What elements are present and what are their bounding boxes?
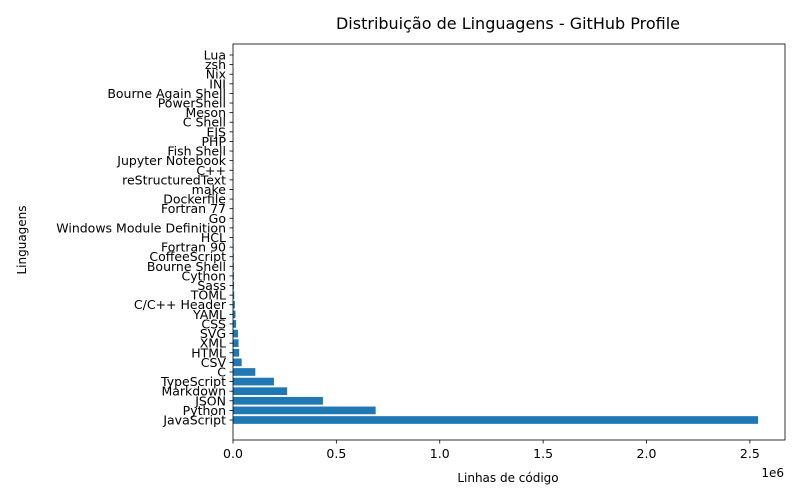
- y-tick-label: C: [217, 364, 226, 379]
- y-tick-label: PHP: [202, 134, 227, 149]
- bars-group: [233, 51, 759, 424]
- y-tick-label: Fish Shell: [167, 144, 226, 159]
- y-tick-label: C Shell: [183, 115, 226, 130]
- y-axis-label: Linguagens: [15, 205, 29, 274]
- plot-frame: [232, 43, 786, 441]
- y-tick-label: CSV: [201, 355, 227, 370]
- y-tick-label: JSON: [194, 393, 226, 408]
- y-tick-label: Nix: [206, 67, 226, 82]
- x-tick-label: 0.0: [223, 446, 243, 461]
- bar-typescript: [233, 377, 274, 386]
- y-tick-label: PowerShell: [158, 96, 226, 111]
- y-tick-label: Fortran 77: [161, 201, 226, 216]
- y-tick-label: Go: [209, 211, 226, 226]
- y-tick-label: Lua: [204, 48, 226, 63]
- y-tick-label: HCL: [201, 230, 226, 245]
- y-axis-ticks: JavaScriptPythonJSONMarkdownTypeScriptCC…: [56, 48, 233, 428]
- y-tick-label: INI: [209, 76, 226, 91]
- x-tick-label: 2.0: [637, 446, 657, 461]
- bar-c: [233, 368, 256, 376]
- y-tick-label: JavaScript: [162, 413, 226, 428]
- x-tick-label: 0.5: [326, 446, 346, 461]
- x-axis-label: Linhas de código: [457, 471, 558, 485]
- y-tick-label: HTML: [191, 345, 226, 360]
- y-tick-label: Bourne Again Shell: [107, 86, 226, 101]
- y-tick-label: Markdown: [161, 384, 226, 399]
- bar-xml: [233, 339, 239, 347]
- y-tick-label: C++: [196, 163, 226, 178]
- x-tick-label: 1.0: [430, 446, 450, 461]
- y-tick-label: TypeScript: [160, 374, 226, 389]
- y-tick-label: XML: [200, 336, 226, 351]
- y-tick-label: zsh: [205, 57, 226, 72]
- bar-html: [233, 348, 240, 357]
- y-tick-label: Windows Module Definition: [56, 220, 226, 235]
- y-tick-label: YAML: [192, 307, 226, 322]
- bar-cython: [233, 272, 234, 280]
- y-tick-label: CSS: [201, 316, 226, 331]
- y-tick-label: C/C++ Header: [134, 297, 227, 312]
- bar-css: [233, 320, 237, 328]
- y-tick-label: TOML: [190, 288, 226, 303]
- bar-svg: [233, 329, 238, 338]
- bar-bourne-shell: [233, 262, 234, 271]
- y-tick-label: EJS: [206, 124, 226, 139]
- chart-title: Distribuição de Linguagens - GitHub Prof…: [336, 14, 680, 33]
- x-axis-offset-label: 1e6: [761, 466, 784, 480]
- y-tick-label: Dockerfile: [163, 192, 226, 207]
- y-tick-label: Fortran 90: [161, 240, 226, 255]
- y-tick-label: Jupyter Notebook: [116, 153, 226, 168]
- bar-json: [233, 396, 323, 405]
- y-tick-label: Meson: [185, 105, 226, 120]
- bar-toml: [233, 291, 235, 299]
- y-tick-label: Python: [183, 403, 226, 418]
- bar-c-c-header: [233, 300, 235, 309]
- bar-javascript: [233, 416, 759, 424]
- bar-python: [233, 406, 376, 415]
- bar-sass: [233, 281, 235, 290]
- y-tick-label: SVG: [200, 326, 226, 341]
- y-tick-label: Sass: [197, 278, 226, 293]
- x-tick-label: 2.5: [740, 446, 760, 461]
- x-tick-label: 1.5: [533, 446, 553, 461]
- y-tick-label: make: [192, 182, 227, 197]
- x-axis-ticks: 0.0 0.5 1.0 1.5 2.0 2.5: [223, 440, 760, 461]
- y-tick-label: Cython: [181, 268, 226, 283]
- bar-markdown: [233, 387, 288, 396]
- y-tick-label: CoffeeScript: [149, 249, 226, 264]
- y-tick-label: Bourne Shell: [147, 259, 226, 274]
- bar-yaml: [233, 310, 236, 319]
- bar-csv: [233, 358, 242, 367]
- y-tick-label: reStructuredText: [122, 172, 226, 187]
